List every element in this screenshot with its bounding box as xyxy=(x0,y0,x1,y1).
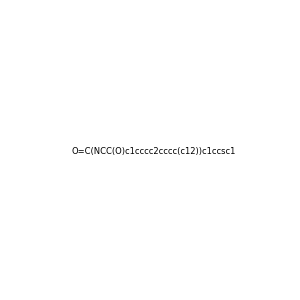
Text: O=C(NCC(O)c1cccc2cccc(c12))c1ccsc1: O=C(NCC(O)c1cccc2cccc(c12))c1ccsc1 xyxy=(72,147,236,156)
